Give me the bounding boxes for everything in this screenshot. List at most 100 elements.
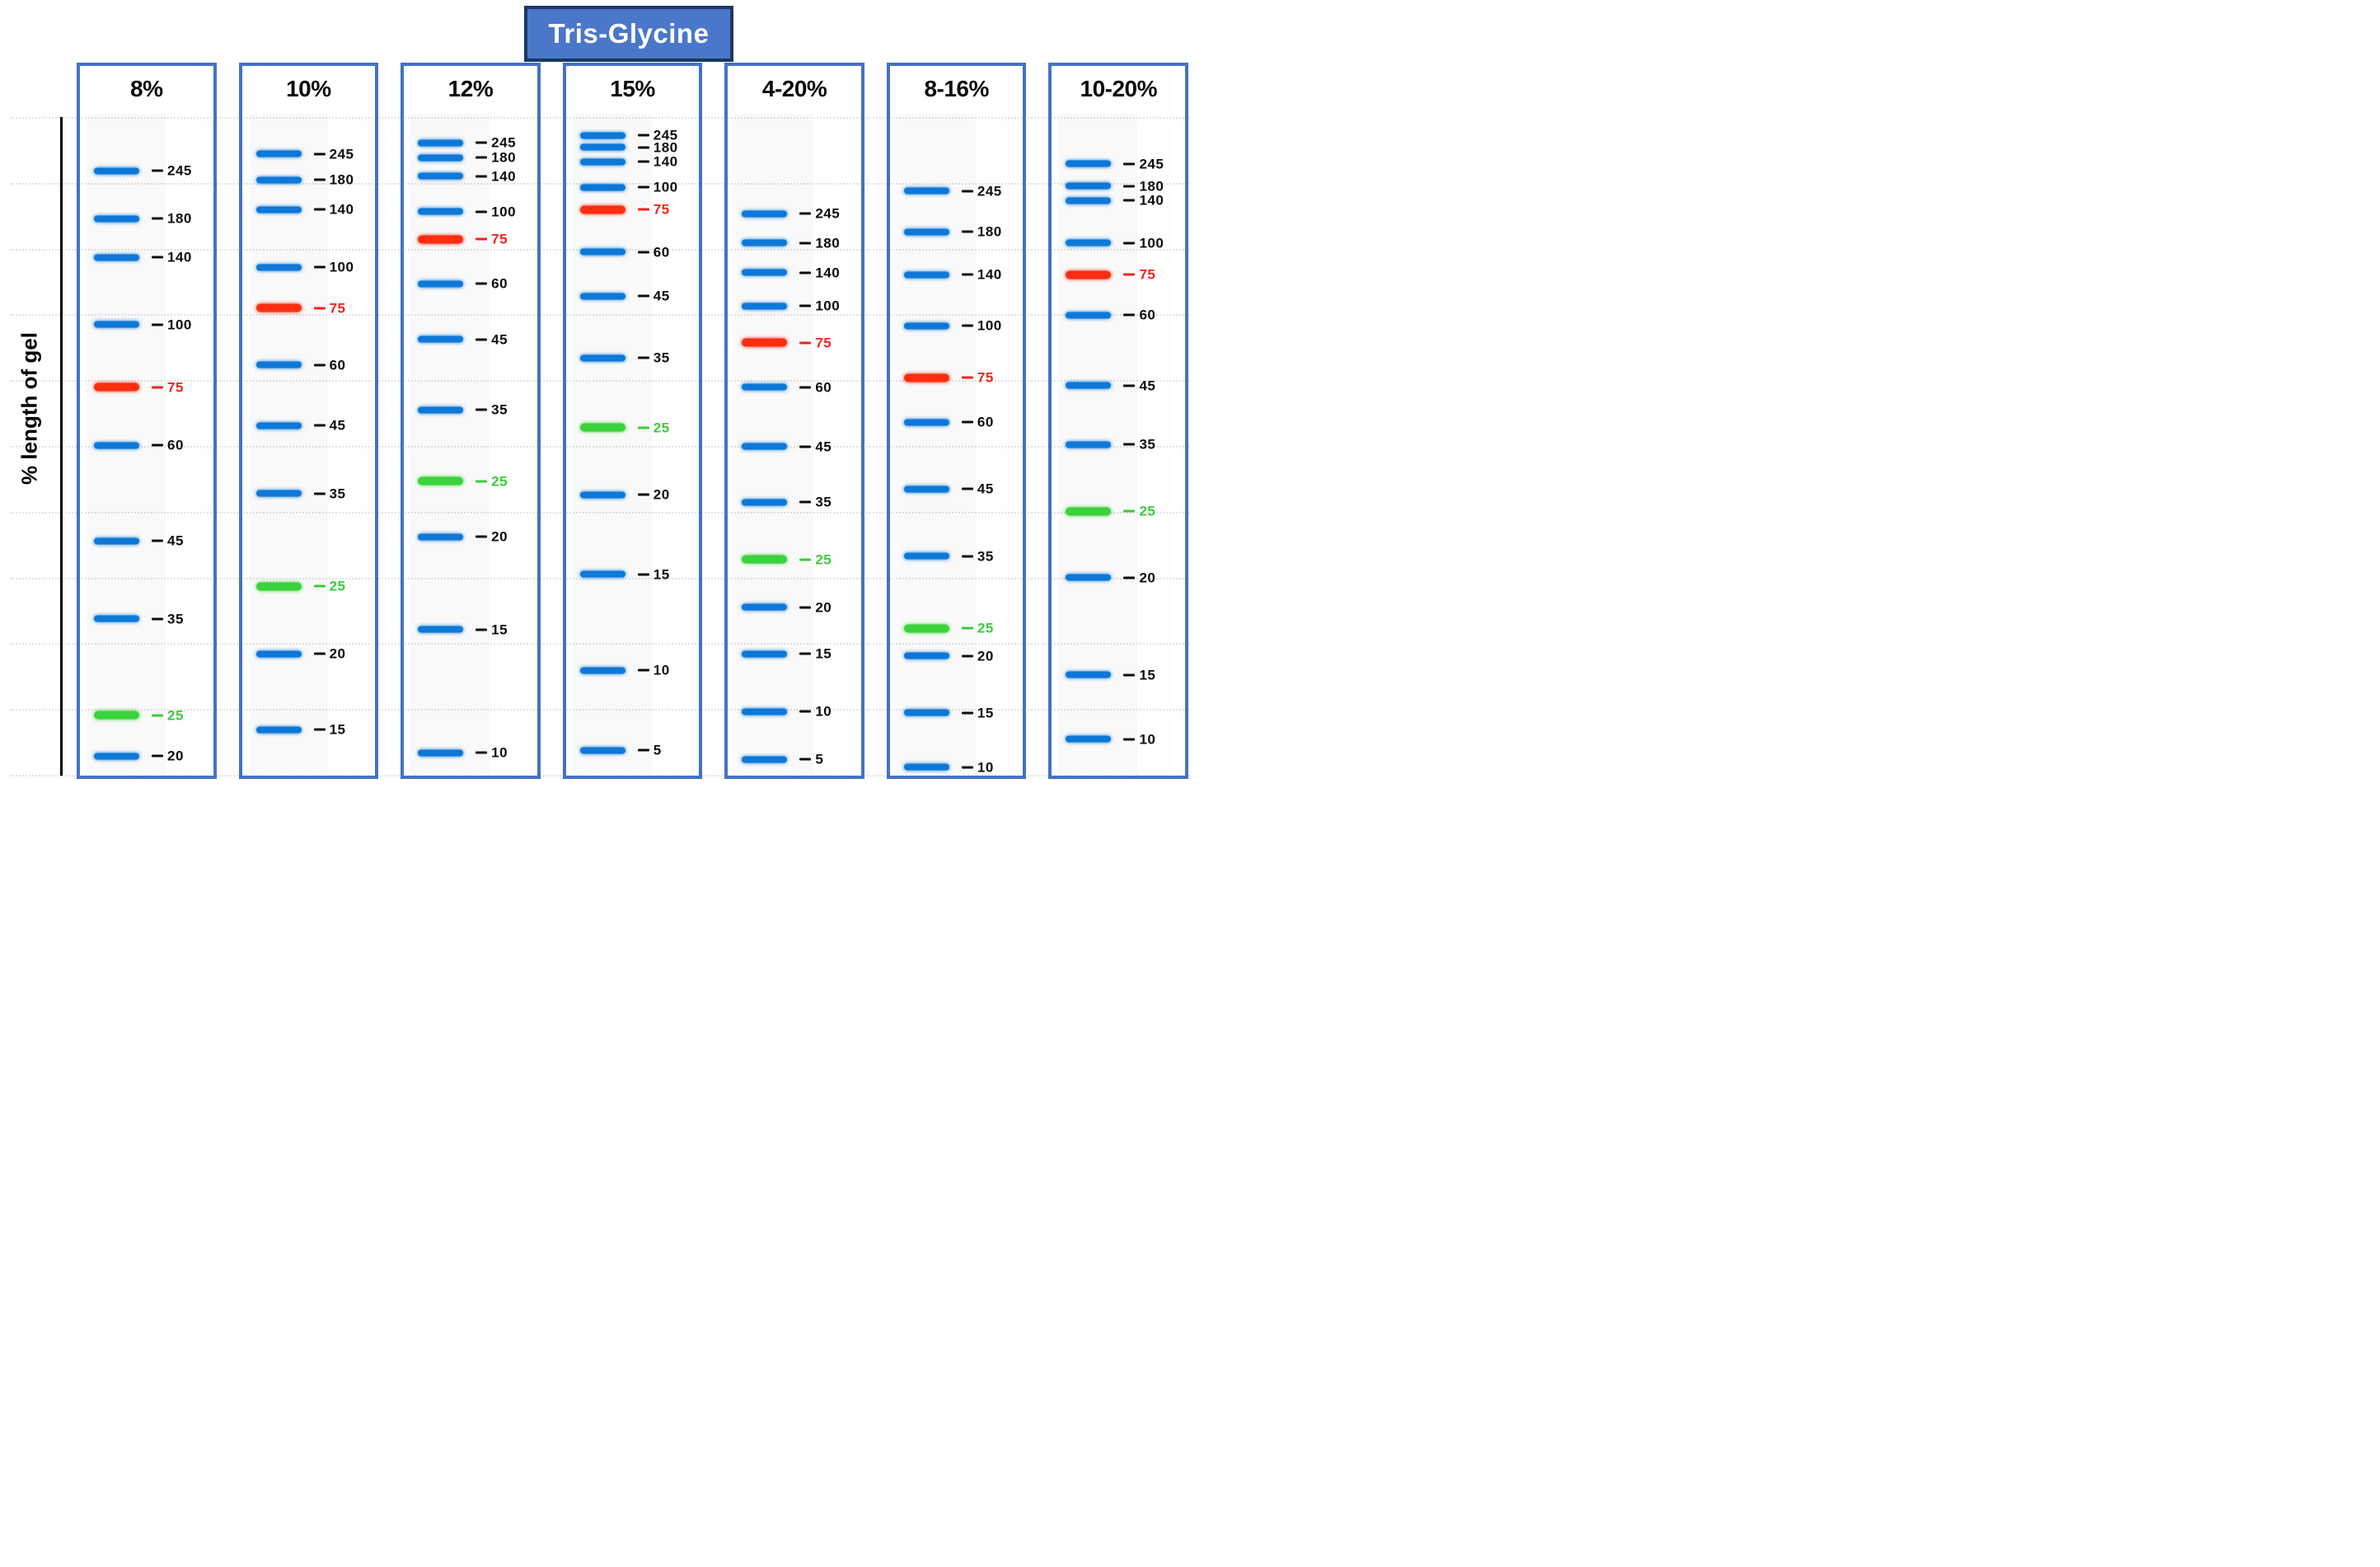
- lane-header: 8-16%: [924, 76, 989, 101]
- gel-band-140kda-blue: [1066, 197, 1112, 204]
- band-tick: [313, 492, 326, 495]
- band-kda-label: 20: [815, 599, 832, 616]
- band-row-245kda: 245: [890, 184, 1024, 198]
- gel-band-60kda-blue: [742, 383, 788, 391]
- band-row-100kda: 100: [404, 204, 537, 218]
- band-tick: [476, 210, 488, 213]
- gel-band-60kda-blue: [255, 361, 302, 368]
- gel-band-15kda-blue: [903, 709, 949, 716]
- band-tick: [313, 652, 326, 655]
- gel-band-60kda-blue: [418, 280, 464, 288]
- band-row-25kda: 25: [404, 474, 537, 488]
- band-tick: [476, 338, 488, 341]
- band-row-245kda: 245: [1052, 157, 1185, 171]
- gel-band-25kda-green: [94, 711, 139, 720]
- gel-band-45kda-blue: [255, 422, 302, 429]
- band-kda-label: 140: [491, 168, 517, 185]
- band-kda-label: 100: [329, 259, 354, 275]
- band-tick: [961, 711, 973, 715]
- band-tick: [152, 323, 163, 326]
- gel-band-35kda-blue: [903, 552, 949, 560]
- band-row-75kda: 75: [404, 232, 537, 246]
- band-row-25kda: 25: [1052, 504, 1185, 518]
- band-tick: [637, 748, 649, 752]
- band-kda-label: 45: [491, 331, 508, 348]
- band-kda-label: 245: [329, 146, 354, 162]
- band-tick: [313, 364, 326, 367]
- band-row-60kda: 60: [566, 245, 700, 259]
- gridline-10pct: [10, 182, 1190, 185]
- gridline-50pct: [10, 446, 1190, 448]
- band-row-100kda: 100: [890, 319, 1024, 333]
- band-tick: [476, 282, 488, 285]
- band-row-100kda: 100: [242, 260, 376, 274]
- band-tick: [961, 324, 973, 327]
- band-row-5kda: 5: [728, 753, 861, 767]
- gel-band-75kda-red: [742, 338, 788, 347]
- band-row-180kda: 180: [890, 225, 1024, 239]
- band-tick: [637, 426, 649, 429]
- band-kda-label: 15: [653, 566, 670, 583]
- band-kda-label: 140: [1139, 192, 1164, 209]
- gel-band-180kda-blue: [579, 143, 625, 151]
- band-tick: [313, 178, 326, 181]
- lane-10%: 10% 245 180 140 100 75 60 45 35 25 20 15: [238, 63, 379, 779]
- gel-band-20kda-blue: [742, 603, 788, 611]
- band-tick: [476, 175, 488, 178]
- band-row-180kda: 180: [1052, 179, 1185, 193]
- band-kda-label: 245: [1139, 156, 1164, 172]
- gel-band-15kda-blue: [1066, 671, 1112, 678]
- band-row-100kda: 100: [80, 317, 213, 331]
- band-row-25kda: 25: [728, 552, 861, 566]
- band-kda-label: 180: [1139, 178, 1164, 195]
- band-row-35kda: 35: [566, 351, 700, 365]
- gel-band-100kda-blue: [1066, 239, 1112, 246]
- gel-background-column: [410, 114, 490, 774]
- band-kda-label: 35: [815, 494, 832, 510]
- band-kda-label: 140: [977, 266, 1002, 283]
- band-kda-label: 10: [977, 759, 994, 776]
- band-kda-label: 45: [653, 288, 670, 304]
- lane-header: 15%: [610, 76, 655, 101]
- lane-header: 10%: [286, 76, 331, 101]
- band-tick: [1123, 576, 1136, 579]
- lane-12%: 12% 245 180 140 100 75 60 45 35 25 20 15 10: [401, 63, 541, 779]
- band-kda-label: 140: [329, 201, 354, 218]
- gel-background-column: [896, 114, 976, 774]
- band-row-75kda: 75: [1052, 268, 1185, 282]
- band-kda-label: 60: [329, 357, 346, 373]
- band-tick: [476, 628, 488, 631]
- lane-header: 8%: [130, 76, 163, 101]
- band-kda-label: 60: [167, 437, 184, 453]
- gel-band-area: 245 180 140 100 75 60 45 35 25 20 15 10: [404, 117, 537, 773]
- gel-band-100kda-blue: [94, 321, 139, 328]
- gel-band-area: 245 180 140 100 75 60 45 35 25 20 15 10 5: [728, 117, 861, 773]
- band-tick: [961, 487, 973, 490]
- gel-band-45kda-blue: [418, 335, 464, 343]
- band-tick: [799, 304, 812, 307]
- band-row-20kda: 20: [1052, 570, 1185, 584]
- y-axis-line: [60, 117, 63, 776]
- band-kda-label: 60: [491, 275, 508, 292]
- gel-band-100kda-blue: [742, 303, 788, 310]
- band-tick: [637, 251, 649, 254]
- band-kda-label: 45: [167, 532, 184, 549]
- gel-band-180kda-blue: [418, 154, 464, 162]
- band-kda-label: 180: [491, 149, 517, 166]
- lane-10-20%: 10-20% 245 180 140 100 75 60 45 35 25 20 15 10: [1048, 63, 1189, 779]
- band-kda-label: 45: [815, 439, 832, 455]
- band-row-245kda: 245: [404, 136, 537, 150]
- band-tick: [313, 424, 326, 427]
- band-tick: [152, 256, 163, 259]
- band-row-140kda: 140: [404, 169, 537, 183]
- band-kda-label: 20: [653, 486, 670, 503]
- band-tick: [1123, 738, 1136, 741]
- band-row-245kda: 245: [80, 164, 213, 178]
- gel-band-15kda-blue: [579, 570, 625, 578]
- gel-band-180kda-blue: [94, 215, 139, 223]
- band-row-10kda: 10: [728, 705, 861, 719]
- band-kda-label: 140: [653, 153, 678, 170]
- band-kda-label: 180: [653, 139, 678, 156]
- band-row-100kda: 100: [1052, 236, 1185, 250]
- band-tick: [1123, 673, 1136, 677]
